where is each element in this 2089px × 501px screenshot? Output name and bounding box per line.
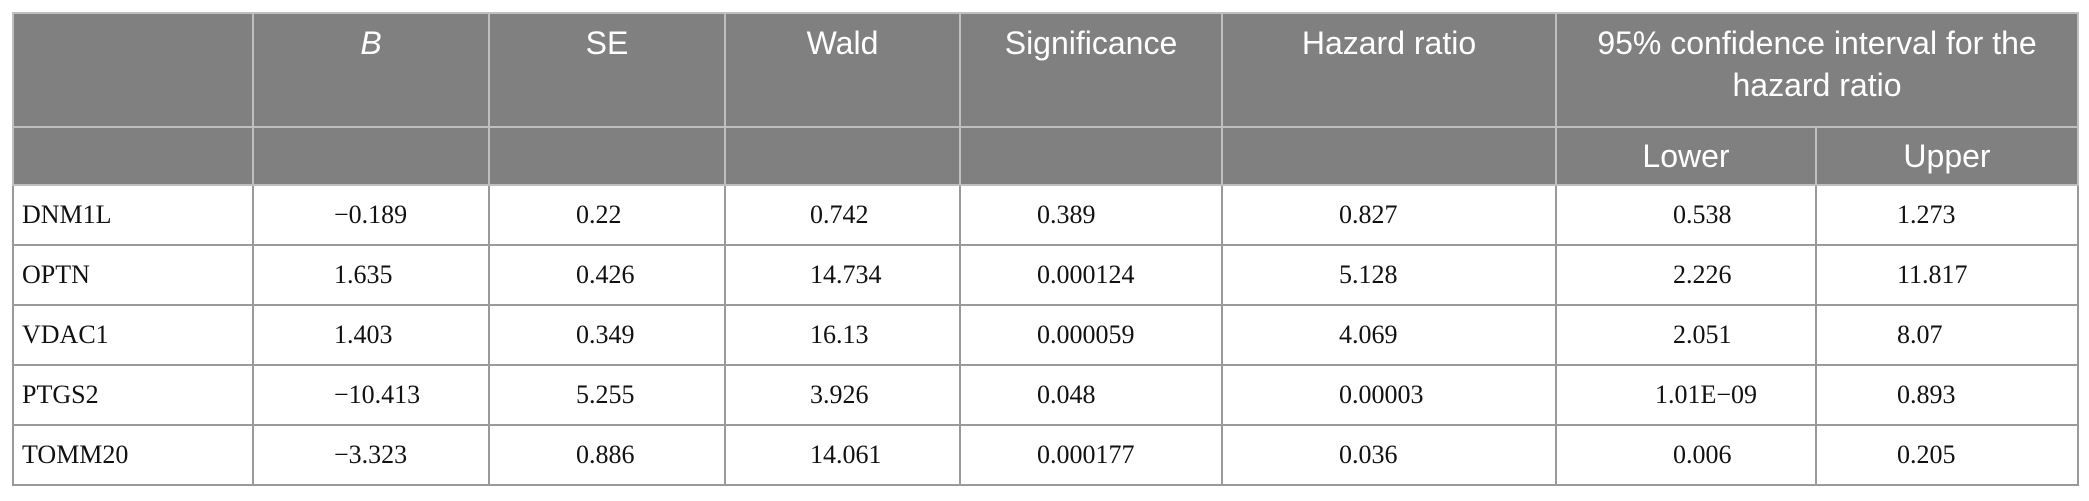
significance-value: 0.048	[959, 364, 1223, 426]
table-body: DNM1L −0.189 0.22 0.742 0.389 0.827 0.53…	[12, 184, 2079, 486]
se-value: 0.426	[488, 244, 726, 306]
gene-name: VDAC1	[12, 304, 254, 366]
hazard-ratio-value: 4.069	[1221, 304, 1557, 366]
header-b: B	[252, 12, 490, 128]
lower-value: 2.226	[1555, 244, 1817, 306]
upper-value: 0.205	[1815, 424, 2079, 486]
se-value: 0.349	[488, 304, 726, 366]
header-row-2: Lower Upper	[12, 126, 2079, 186]
se-value: 0.22	[488, 184, 726, 246]
wald-value: 3.926	[724, 364, 961, 426]
b-value: −0.189	[252, 184, 490, 246]
table-row: OPTN 1.635 0.426 14.734 0.000124 5.128 2…	[12, 244, 2079, 306]
b-value: −3.323	[252, 424, 490, 486]
wald-value: 14.734	[724, 244, 961, 306]
subheader-blank-0	[12, 126, 254, 186]
table-row: DNM1L −0.189 0.22 0.742 0.389 0.827 0.53…	[12, 184, 2079, 246]
b-value: 1.403	[252, 304, 490, 366]
gene-name: DNM1L	[12, 184, 254, 246]
lower-value: 0.538	[1555, 184, 1817, 246]
header-confidence-interval: 95% confidence interval for the hazard r…	[1555, 12, 2079, 128]
gene-name: OPTN	[12, 244, 254, 306]
upper-value: 0.893	[1815, 364, 2079, 426]
table-header: B SE Wald Significance Hazard ratio 95% …	[12, 12, 2079, 186]
subheader-blank-1	[252, 126, 490, 186]
se-value: 0.886	[488, 424, 726, 486]
subheader-blank-3	[724, 126, 961, 186]
header-se: SE	[488, 12, 726, 128]
wald-value: 16.13	[724, 304, 961, 366]
hazard-ratio-value: 5.128	[1221, 244, 1557, 306]
hazard-ratio-value: 0.827	[1221, 184, 1557, 246]
table-row: PTGS2 −10.413 5.255 3.926 0.048 0.00003 …	[12, 364, 2079, 426]
gene-name: TOMM20	[12, 424, 254, 486]
wald-value: 0.742	[724, 184, 961, 246]
significance-value: 0.000177	[959, 424, 1223, 486]
se-value: 5.255	[488, 364, 726, 426]
header-significance: Significance	[959, 12, 1223, 128]
lower-value: 0.006	[1555, 424, 1817, 486]
subheader-blank-5	[1221, 126, 1557, 186]
header-blank	[12, 12, 254, 128]
cox-regression-table: B SE Wald Significance Hazard ratio 95% …	[12, 12, 2079, 486]
subheader-blank-2	[488, 126, 726, 186]
upper-value: 11.817	[1815, 244, 2079, 306]
header-hazard-ratio: Hazard ratio	[1221, 12, 1557, 128]
significance-value: 0.389	[959, 184, 1223, 246]
b-value: −10.413	[252, 364, 490, 426]
header-row-1: B SE Wald Significance Hazard ratio 95% …	[12, 12, 2079, 128]
header-lower: Lower	[1555, 126, 1817, 186]
cox-regression-table-container: B SE Wald Significance Hazard ratio 95% …	[12, 12, 2079, 486]
hazard-ratio-value: 0.036	[1221, 424, 1557, 486]
significance-value: 0.000124	[959, 244, 1223, 306]
table-row: VDAC1 1.403 0.349 16.13 0.000059 4.069 2…	[12, 304, 2079, 366]
subheader-blank-4	[959, 126, 1223, 186]
upper-value: 8.07	[1815, 304, 2079, 366]
significance-value: 0.000059	[959, 304, 1223, 366]
upper-value: 1.273	[1815, 184, 2079, 246]
header-upper: Upper	[1815, 126, 2079, 186]
b-value: 1.635	[252, 244, 490, 306]
lower-value: 1.01E−09	[1555, 364, 1817, 426]
lower-value: 2.051	[1555, 304, 1817, 366]
hazard-ratio-value: 0.00003	[1221, 364, 1557, 426]
table-row: TOMM20 −3.323 0.886 14.061 0.000177 0.03…	[12, 424, 2079, 486]
header-wald: Wald	[724, 12, 961, 128]
gene-name: PTGS2	[12, 364, 254, 426]
wald-value: 14.061	[724, 424, 961, 486]
